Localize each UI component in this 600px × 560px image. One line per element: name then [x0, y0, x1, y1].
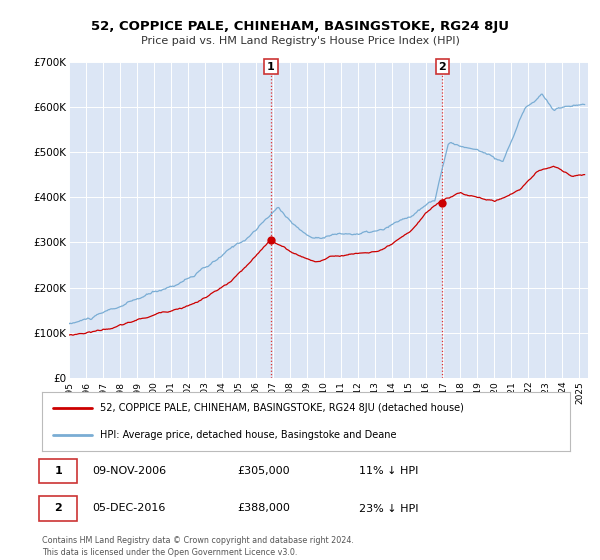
Text: Contains HM Land Registry data © Crown copyright and database right 2024.
This d: Contains HM Land Registry data © Crown c…: [42, 536, 354, 557]
FancyBboxPatch shape: [40, 496, 77, 521]
Text: 11% ↓ HPI: 11% ↓ HPI: [359, 466, 418, 476]
Text: £388,000: £388,000: [238, 503, 290, 514]
Text: 2: 2: [55, 503, 62, 514]
Text: 23% ↓ HPI: 23% ↓ HPI: [359, 503, 418, 514]
Text: HPI: Average price, detached house, Basingstoke and Deane: HPI: Average price, detached house, Basi…: [100, 430, 397, 440]
Text: 1: 1: [267, 62, 275, 72]
Text: 09-NOV-2006: 09-NOV-2006: [92, 466, 166, 476]
Text: 05-DEC-2016: 05-DEC-2016: [92, 503, 166, 514]
Text: £305,000: £305,000: [238, 466, 290, 476]
Text: 52, COPPICE PALE, CHINEHAM, BASINGSTOKE, RG24 8JU: 52, COPPICE PALE, CHINEHAM, BASINGSTOKE,…: [91, 20, 509, 32]
Text: Price paid vs. HM Land Registry's House Price Index (HPI): Price paid vs. HM Land Registry's House …: [140, 36, 460, 46]
Text: 2: 2: [438, 62, 446, 72]
Text: 52, COPPICE PALE, CHINEHAM, BASINGSTOKE, RG24 8JU (detached house): 52, COPPICE PALE, CHINEHAM, BASINGSTOKE,…: [100, 403, 464, 413]
FancyBboxPatch shape: [40, 459, 77, 483]
Text: 1: 1: [55, 466, 62, 476]
